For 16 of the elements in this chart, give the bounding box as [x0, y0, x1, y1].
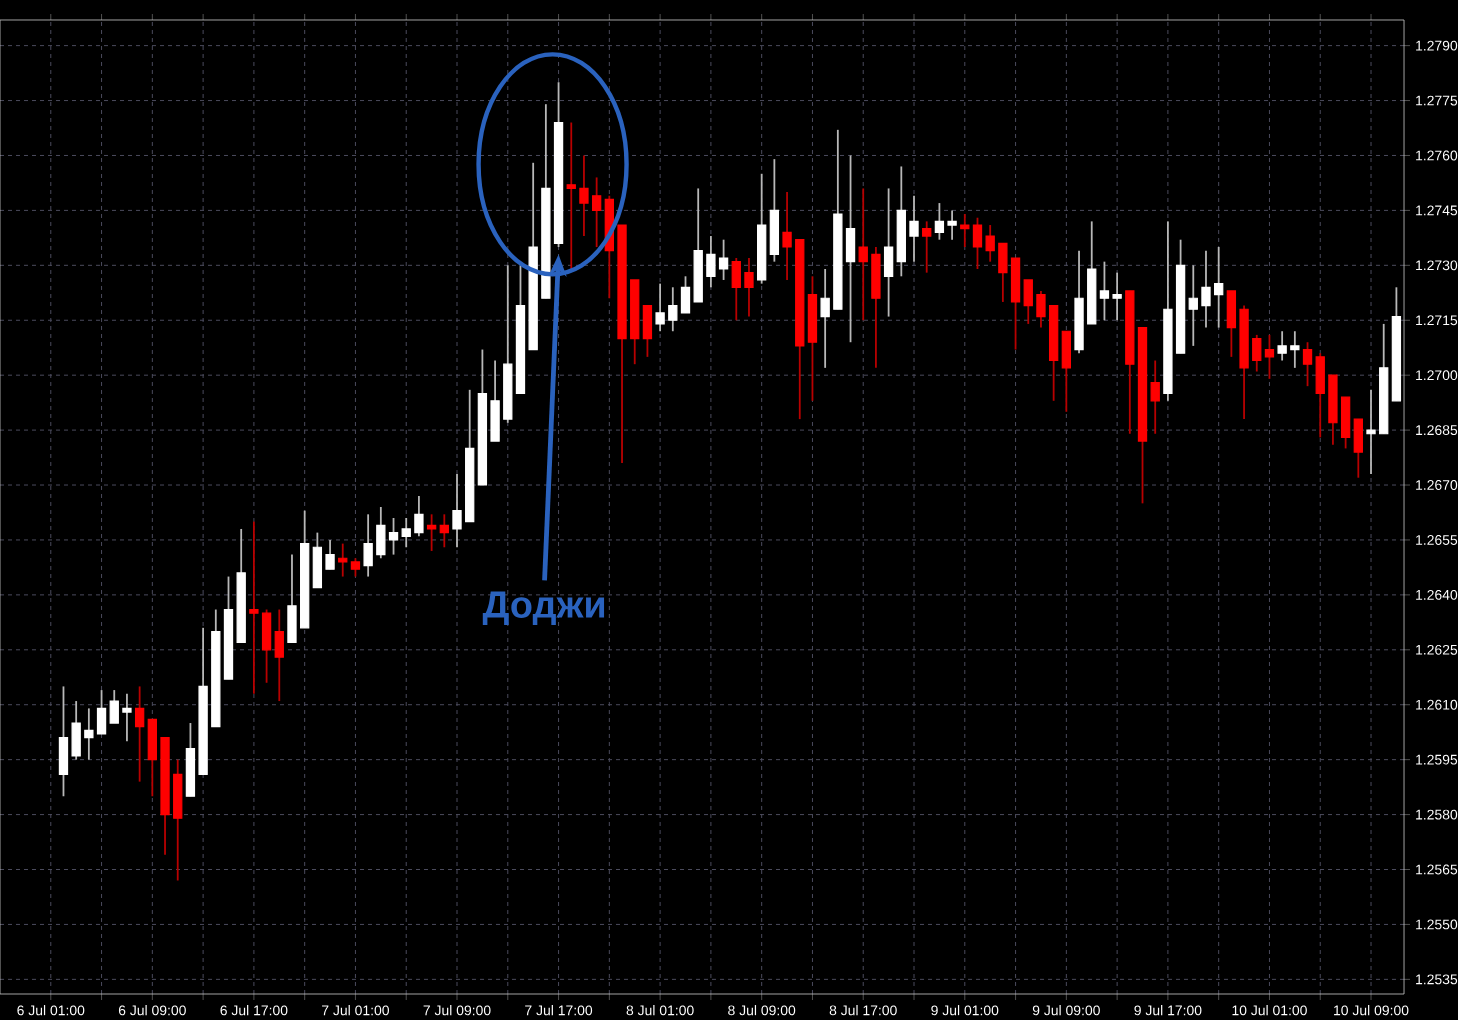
candlestick: [338, 542, 348, 578]
candlestick: [439, 513, 449, 549]
candlestick: [807, 275, 818, 402]
candlestick: [1302, 341, 1313, 388]
candlestick: [642, 304, 653, 358]
candlestick: [1061, 330, 1072, 413]
candlestick: [350, 557, 361, 578]
candlestick: [134, 685, 145, 783]
candlestick: [1353, 418, 1363, 479]
candlestick: [883, 187, 894, 318]
candlestick: [426, 513, 437, 552]
candlestick: [274, 608, 284, 702]
candlestick: [1264, 333, 1275, 380]
candlestick: [769, 158, 780, 263]
candlestick: [922, 220, 932, 274]
annotation: Доджи: [482, 591, 605, 626]
